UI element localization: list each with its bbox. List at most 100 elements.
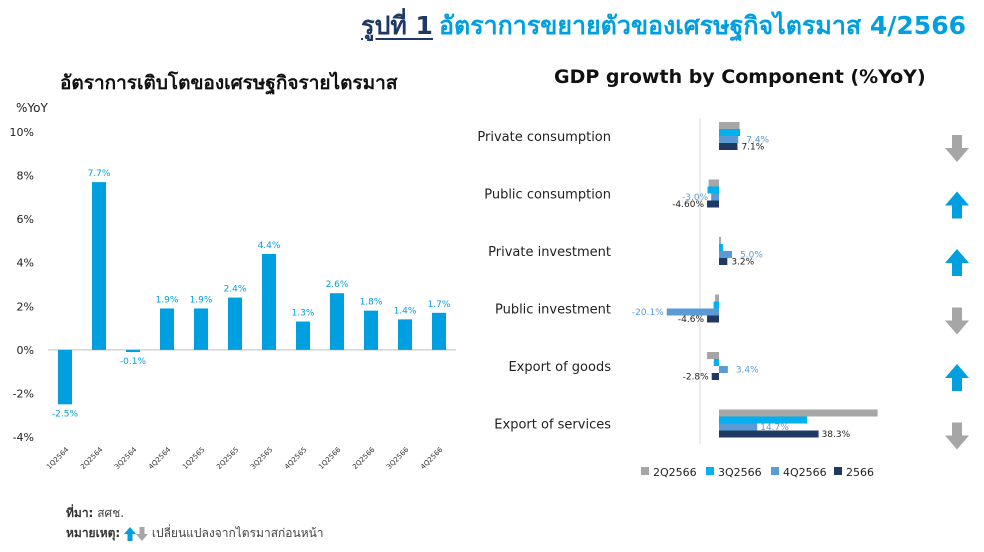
quarter-bar: [160, 308, 174, 350]
component-bar: [719, 366, 728, 373]
bar-data-label: 1.3%: [292, 309, 315, 319]
component-bar: [719, 237, 722, 244]
y-tick-label: 4%: [17, 257, 34, 270]
y-tick-label: -4%: [13, 431, 34, 444]
bar-data-label: 1.8%: [360, 298, 383, 308]
component-bar: [719, 129, 741, 136]
bar-data-label: 1.4%: [394, 306, 417, 316]
x-tick-label: 2Q2564: [79, 445, 105, 471]
quarter-bar: [92, 182, 106, 350]
y-tick-label: 6%: [17, 213, 34, 226]
bar-data-label: 4.4%: [258, 241, 281, 251]
quarter-bar: [432, 312, 446, 350]
quarter-bar: [58, 349, 72, 405]
trend-arrow-up-icon: [945, 364, 969, 391]
legend-arrow-up-icon: [124, 526, 137, 541]
component-bar: [711, 193, 719, 201]
component-data-label: 3.4%: [736, 366, 759, 376]
quarter-bar: [330, 293, 344, 350]
remark-label: หมายเหตุ:: [66, 526, 121, 540]
component-data-label: -2.8%: [683, 373, 710, 383]
bar-data-label: 7.7%: [88, 169, 111, 179]
right-chart-title: GDP growth by Component (%YoY): [554, 66, 926, 88]
component-bar: [719, 143, 738, 150]
component-bar: [719, 244, 723, 251]
x-tick-label: 3Q2565: [249, 446, 274, 471]
component-data-label: 7.4%: [746, 136, 769, 146]
category-label: Public investment: [495, 303, 611, 318]
component-bar: [719, 430, 819, 438]
component-bar: [719, 122, 740, 129]
bar-data-label: 2.6%: [326, 280, 349, 290]
component-bar: [713, 359, 719, 366]
x-tick-label: 4Q2566: [419, 445, 445, 471]
source-label: ที่มา:: [66, 506, 94, 520]
legend-swatch: [641, 467, 649, 475]
x-tick-label: 3Q2564: [113, 445, 139, 471]
component-bar: [715, 294, 719, 302]
bar-data-label: 1.7%: [428, 300, 451, 310]
bar-data-label: 1.9%: [156, 295, 179, 305]
category-label: Public consumption: [484, 188, 611, 203]
figure-title: อัตราการขยายตัวของเศรษฐกิจไตรมาส 4/2566: [438, 11, 966, 40]
notes: ที่มา: สศช. หมายเหตุ: เปลี่ยนแปลงจากไตรม…: [66, 503, 324, 543]
legend-swatch: [834, 467, 842, 475]
quarter-bar: [262, 254, 276, 350]
bar-data-label: 2.4%: [224, 285, 247, 295]
quarter-bar: [126, 349, 140, 353]
source-value: สศช.: [97, 506, 125, 520]
component-data-label: 5.0%: [740, 251, 763, 261]
quarter-bar: [296, 321, 310, 350]
trend-arrow-down-icon: [945, 422, 969, 450]
component-bar: [707, 200, 719, 208]
legend-arrow-down-icon: [136, 526, 149, 541]
component-data-label: -4.60%: [672, 200, 704, 210]
component-bar: [707, 352, 719, 359]
legend-swatch: [706, 467, 714, 475]
legend-label: 4Q2566: [783, 466, 827, 479]
quarter-bar: [398, 319, 412, 350]
y-tick-label: 8%: [17, 170, 34, 183]
quarter-bar: [194, 308, 208, 350]
component-bar: [707, 315, 719, 323]
x-tick-label: 2Q2566: [351, 445, 377, 471]
bar-data-label: -0.1%: [120, 357, 147, 367]
figure-number: รูปที่ 1: [361, 11, 433, 40]
component-bar: [708, 179, 719, 187]
x-tick-label: 4Q2565: [283, 446, 308, 471]
trend-arrow-down-icon: [945, 307, 969, 335]
legend-swatch: [771, 467, 779, 475]
y-tick-label: -2%: [13, 387, 34, 400]
component-bar: [713, 301, 719, 309]
trend-arrow-up-icon: [945, 249, 969, 276]
y-tick-label: 2%: [17, 300, 34, 313]
x-tick-label: 4Q2564: [147, 445, 173, 471]
category-label: Export of goods: [508, 360, 611, 375]
x-tick-label: 2Q2565: [215, 446, 240, 471]
category-label: Private consumption: [477, 130, 611, 145]
quarter-bar: [364, 310, 378, 350]
x-tick-label: 1Q2566: [317, 445, 343, 471]
y-tick-label: 10%: [10, 126, 34, 139]
component-data-label: 3.2%: [731, 258, 754, 268]
component-bar: [707, 186, 719, 194]
component-data-label: -4.6%: [678, 315, 705, 325]
x-tick-label: 3Q2566: [385, 445, 411, 471]
y-axis-label: %YoY: [16, 101, 48, 115]
page-title: รูปที่ 1 อัตราการขยายตัวของเศรษฐกิจไตรมาส…: [361, 6, 966, 46]
component-bar: [719, 251, 732, 258]
component-bar: [719, 258, 728, 265]
category-label: Private investment: [488, 245, 611, 260]
component-bar: [719, 136, 739, 143]
legend-label: 2566: [846, 466, 874, 479]
component-data-label: -20.1%: [632, 308, 664, 318]
component-bar: [711, 373, 719, 380]
y-tick-label: 0%: [17, 344, 34, 357]
bar-data-label: 1.9%: [190, 295, 213, 305]
component-data-label: 7.1%: [741, 143, 764, 153]
remark-value: เปลี่ยนแปลงจากไตรมาสก่อนหน้า: [151, 526, 324, 540]
x-tick-label: 1Q2564: [45, 445, 71, 471]
legend-label: 2Q2566: [653, 466, 697, 479]
component-data-label: -3.0%: [682, 193, 709, 203]
